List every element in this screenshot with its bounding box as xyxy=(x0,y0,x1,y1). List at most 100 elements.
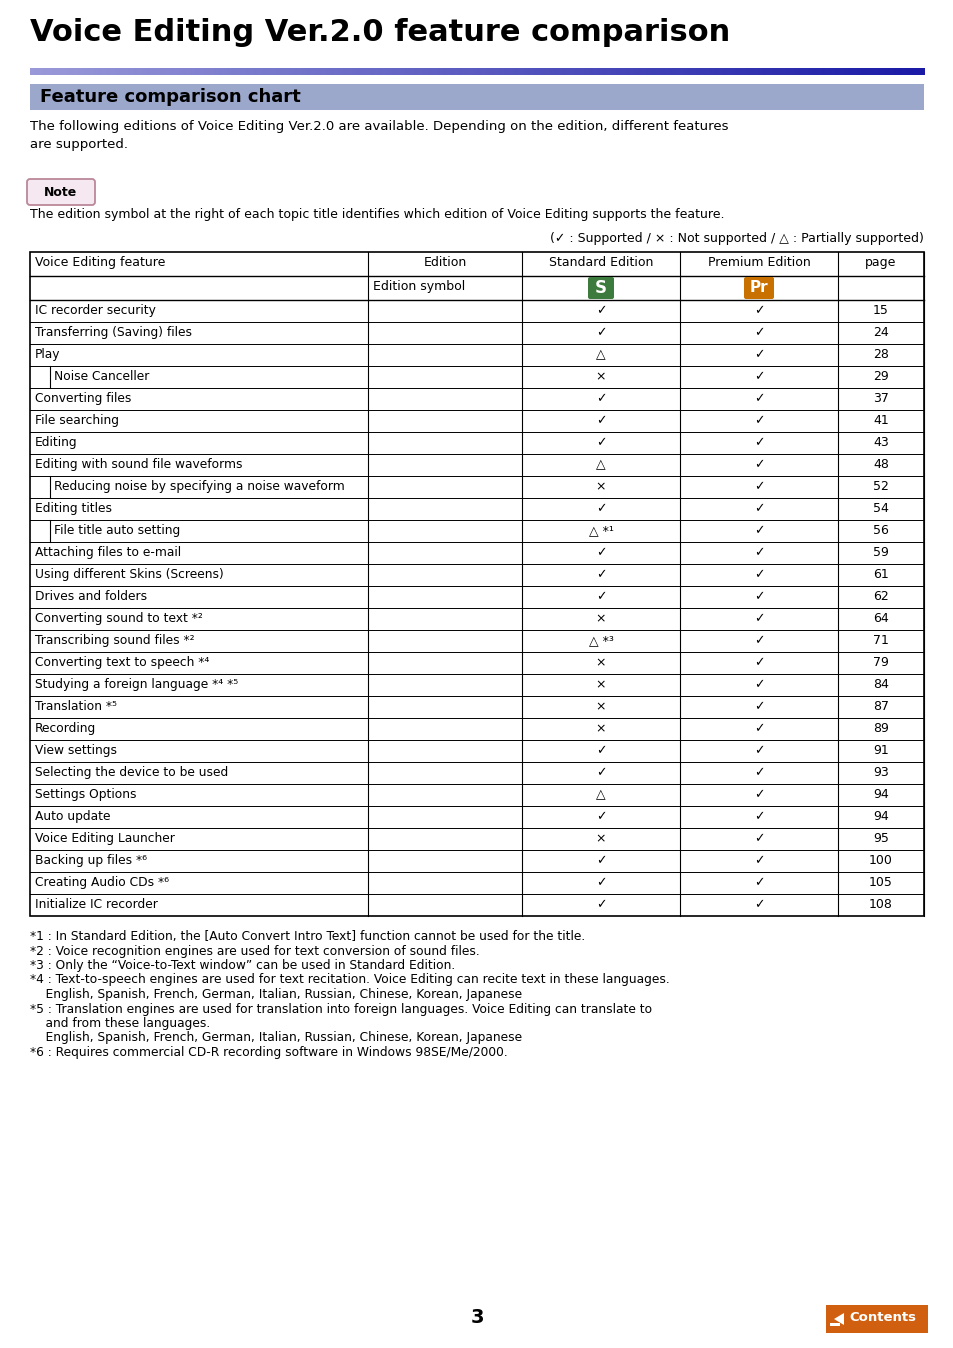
Text: *4 : Text-to-speech engines are used for text recitation. Voice Editing can reci: *4 : Text-to-speech engines are used for… xyxy=(30,973,669,987)
Text: Feature comparison chart: Feature comparison chart xyxy=(40,88,300,106)
Bar xyxy=(325,67,330,75)
Text: ✓: ✓ xyxy=(595,744,605,758)
Bar xyxy=(101,67,107,75)
Text: ✓: ✓ xyxy=(753,414,763,427)
Text: 61: 61 xyxy=(872,568,888,581)
Bar xyxy=(427,67,433,75)
Text: ✓: ✓ xyxy=(753,348,763,361)
Bar xyxy=(44,67,49,75)
Bar xyxy=(548,67,554,75)
Bar xyxy=(298,67,303,75)
Text: △ *¹: △ *¹ xyxy=(588,524,613,537)
Bar xyxy=(919,67,924,75)
Bar xyxy=(601,67,607,75)
Bar xyxy=(48,67,53,75)
FancyBboxPatch shape xyxy=(743,276,773,299)
Bar xyxy=(360,67,366,75)
Text: ✓: ✓ xyxy=(595,568,605,581)
Bar xyxy=(535,67,540,75)
Text: Backing up files *⁶: Backing up files *⁶ xyxy=(35,855,147,867)
Bar xyxy=(111,67,116,75)
Bar xyxy=(182,67,187,75)
Bar xyxy=(217,67,223,75)
Text: ✓: ✓ xyxy=(753,568,763,581)
Text: Studying a foreign language *⁴ *⁵: Studying a foreign language *⁴ *⁵ xyxy=(35,678,238,692)
Bar xyxy=(771,67,777,75)
Bar xyxy=(231,67,236,75)
Bar xyxy=(387,67,393,75)
Text: Transferring (Saving) files: Transferring (Saving) files xyxy=(35,326,192,338)
Text: 91: 91 xyxy=(872,744,888,758)
Text: ✓: ✓ xyxy=(595,898,605,911)
Bar xyxy=(909,67,915,75)
Text: Voice Editing Ver.2.0 feature comparison: Voice Editing Ver.2.0 feature comparison xyxy=(30,18,729,47)
Text: ✓: ✓ xyxy=(753,810,763,824)
Bar xyxy=(526,67,531,75)
Text: ✓: ✓ xyxy=(753,855,763,867)
Bar xyxy=(664,67,670,75)
Bar xyxy=(262,67,268,75)
Bar xyxy=(865,67,870,75)
Bar xyxy=(485,67,491,75)
Bar xyxy=(445,67,451,75)
Bar xyxy=(257,67,263,75)
Bar xyxy=(414,67,419,75)
Text: 56: 56 xyxy=(872,524,888,537)
FancyBboxPatch shape xyxy=(825,1305,927,1333)
Text: ✓: ✓ xyxy=(753,898,763,911)
Bar xyxy=(169,67,173,75)
Text: *3 : Only the “Voice-to-Text window” can be used in Standard Edition.: *3 : Only the “Voice-to-Text window” can… xyxy=(30,958,455,972)
Bar xyxy=(146,67,152,75)
Bar xyxy=(749,67,755,75)
Text: Noise Canceller: Noise Canceller xyxy=(54,369,150,383)
Bar xyxy=(641,67,647,75)
Bar xyxy=(155,67,160,75)
Text: ✓: ✓ xyxy=(753,326,763,338)
Text: ✓: ✓ xyxy=(595,392,605,404)
Bar xyxy=(106,67,112,75)
Text: ✓: ✓ xyxy=(595,435,605,449)
Text: ×: × xyxy=(595,723,605,735)
Bar xyxy=(97,67,102,75)
Bar xyxy=(423,67,429,75)
Bar xyxy=(227,67,232,75)
Bar xyxy=(847,67,853,75)
Bar xyxy=(71,67,75,75)
Bar xyxy=(455,67,459,75)
Text: Pr: Pr xyxy=(749,280,767,295)
Bar xyxy=(244,67,250,75)
Bar xyxy=(704,67,710,75)
Text: ×: × xyxy=(595,700,605,713)
Bar xyxy=(209,67,214,75)
Bar xyxy=(468,67,473,75)
Bar xyxy=(736,67,740,75)
Bar xyxy=(142,67,147,75)
Bar xyxy=(132,67,138,75)
Bar xyxy=(463,67,469,75)
Text: Editing with sound file waveforms: Editing with sound file waveforms xyxy=(35,458,242,470)
Text: File title auto setting: File title auto setting xyxy=(54,524,180,537)
Text: Initialize IC recorder: Initialize IC recorder xyxy=(35,898,157,911)
Bar xyxy=(204,67,210,75)
Text: 108: 108 xyxy=(868,898,892,911)
Text: 100: 100 xyxy=(868,855,892,867)
Bar xyxy=(579,67,585,75)
Text: Converting text to speech *⁴: Converting text to speech *⁴ xyxy=(35,656,209,669)
Bar xyxy=(798,67,803,75)
Bar xyxy=(517,67,522,75)
Text: 29: 29 xyxy=(872,369,888,383)
Bar xyxy=(740,67,745,75)
Bar xyxy=(405,67,411,75)
Text: Edition symbol: Edition symbol xyxy=(373,280,465,293)
Text: 94: 94 xyxy=(872,810,888,824)
Bar xyxy=(731,67,737,75)
Bar xyxy=(307,67,313,75)
Bar xyxy=(195,67,201,75)
Bar xyxy=(370,67,375,75)
Bar xyxy=(696,67,700,75)
Bar xyxy=(781,67,785,75)
Bar xyxy=(378,67,384,75)
Bar xyxy=(593,67,598,75)
Bar xyxy=(30,252,923,917)
Bar xyxy=(557,67,562,75)
